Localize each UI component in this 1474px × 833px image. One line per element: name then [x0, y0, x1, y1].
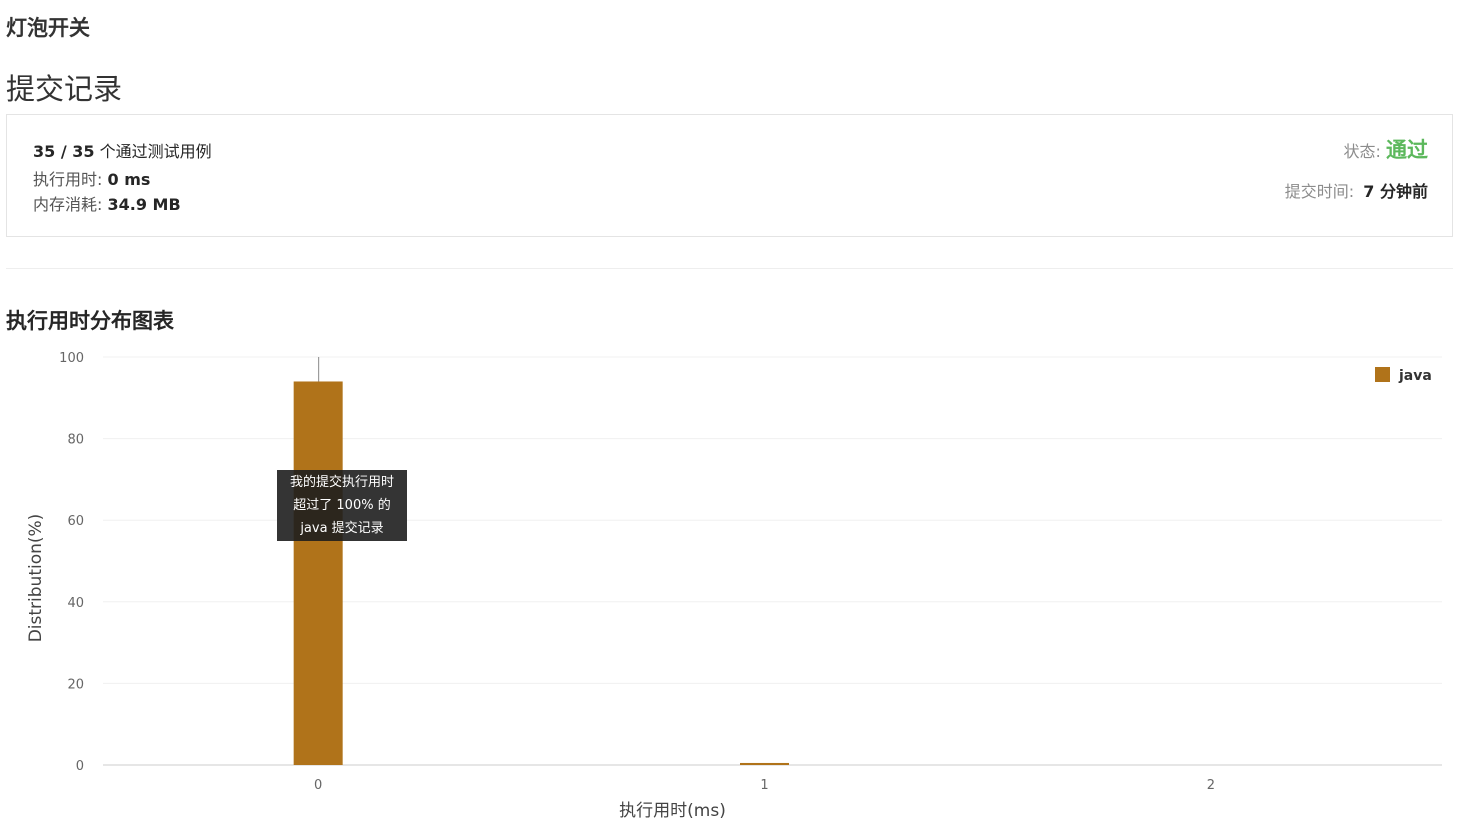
runtime-value: 0 ms — [107, 170, 151, 189]
submission-result-card: 35 / 35 个通过测试用例 执行用时: 0 ms 内存消耗: 34.9 MB… — [6, 114, 1453, 237]
runtime-distribution-chart: 0 20 40 60 80 100 0 1 2 执行用时(ms) Distribution(%) ja… — [26, 351, 1442, 821]
runtime-line: 执行用时: 0 ms — [33, 166, 150, 190]
y-tick-label: 100 — [59, 351, 84, 366]
tooltip-line-3: java 提交记录 — [300, 521, 384, 536]
x-tick-label: 1 — [760, 778, 768, 793]
y-tick-label: 80 — [67, 433, 84, 448]
legend-label-java: java — [1398, 368, 1432, 384]
y-tick-label: 60 — [67, 514, 84, 529]
memory-value: 34.9 MB — [107, 195, 181, 214]
status-row: 状态: 通过 — [1344, 134, 1429, 164]
memory-label: 内存消耗: — [33, 195, 103, 214]
x-axis-title: 执行用时(ms) — [619, 801, 726, 821]
problem-title: 灯泡开关 — [6, 16, 90, 40]
submit-time-row: 提交时间: 7 分钟前 — [1285, 178, 1428, 202]
passed-suffix: 个通过测试用例 — [99, 142, 212, 161]
divider — [6, 268, 1453, 269]
bar-java-1[interactable] — [740, 762, 789, 765]
submit-time-label: 提交时间: — [1284, 182, 1355, 201]
chart-title: 执行用时分布图表 — [6, 309, 174, 333]
status-value[interactable]: 通过 — [1386, 138, 1428, 162]
y-axis-title: Distribution(%) — [26, 514, 46, 643]
page-title: 提交记录 — [6, 72, 123, 106]
status-label: 状态: — [1343, 142, 1381, 161]
legend-swatch-java[interactable] — [1375, 367, 1390, 382]
bar-java-0[interactable] — [293, 381, 343, 765]
my-submission-tooltip: 我的提交执行用时 超过了 100% 的 java 提交记录 — [277, 470, 407, 541]
y-tick-label: 40 — [67, 596, 84, 611]
y-tick-label: 0 — [76, 759, 84, 774]
memory-line: 内存消耗: 34.9 MB — [33, 191, 181, 215]
runtime-label: 执行用时: — [33, 170, 103, 189]
x-tick-label: 2 — [1207, 778, 1215, 793]
y-tick-label: 20 — [67, 677, 84, 692]
submit-time-value: 7 分钟前 — [1363, 182, 1428, 201]
tooltip-line-2: 超过了 100% 的 — [293, 498, 391, 513]
tooltip-line-1: 我的提交执行用时 — [289, 475, 394, 490]
passed-count: 35 / 35 — [33, 142, 95, 161]
test-cases-line: 35 / 35 个通过测试用例 — [33, 138, 212, 162]
x-tick-label: 0 — [314, 778, 322, 793]
